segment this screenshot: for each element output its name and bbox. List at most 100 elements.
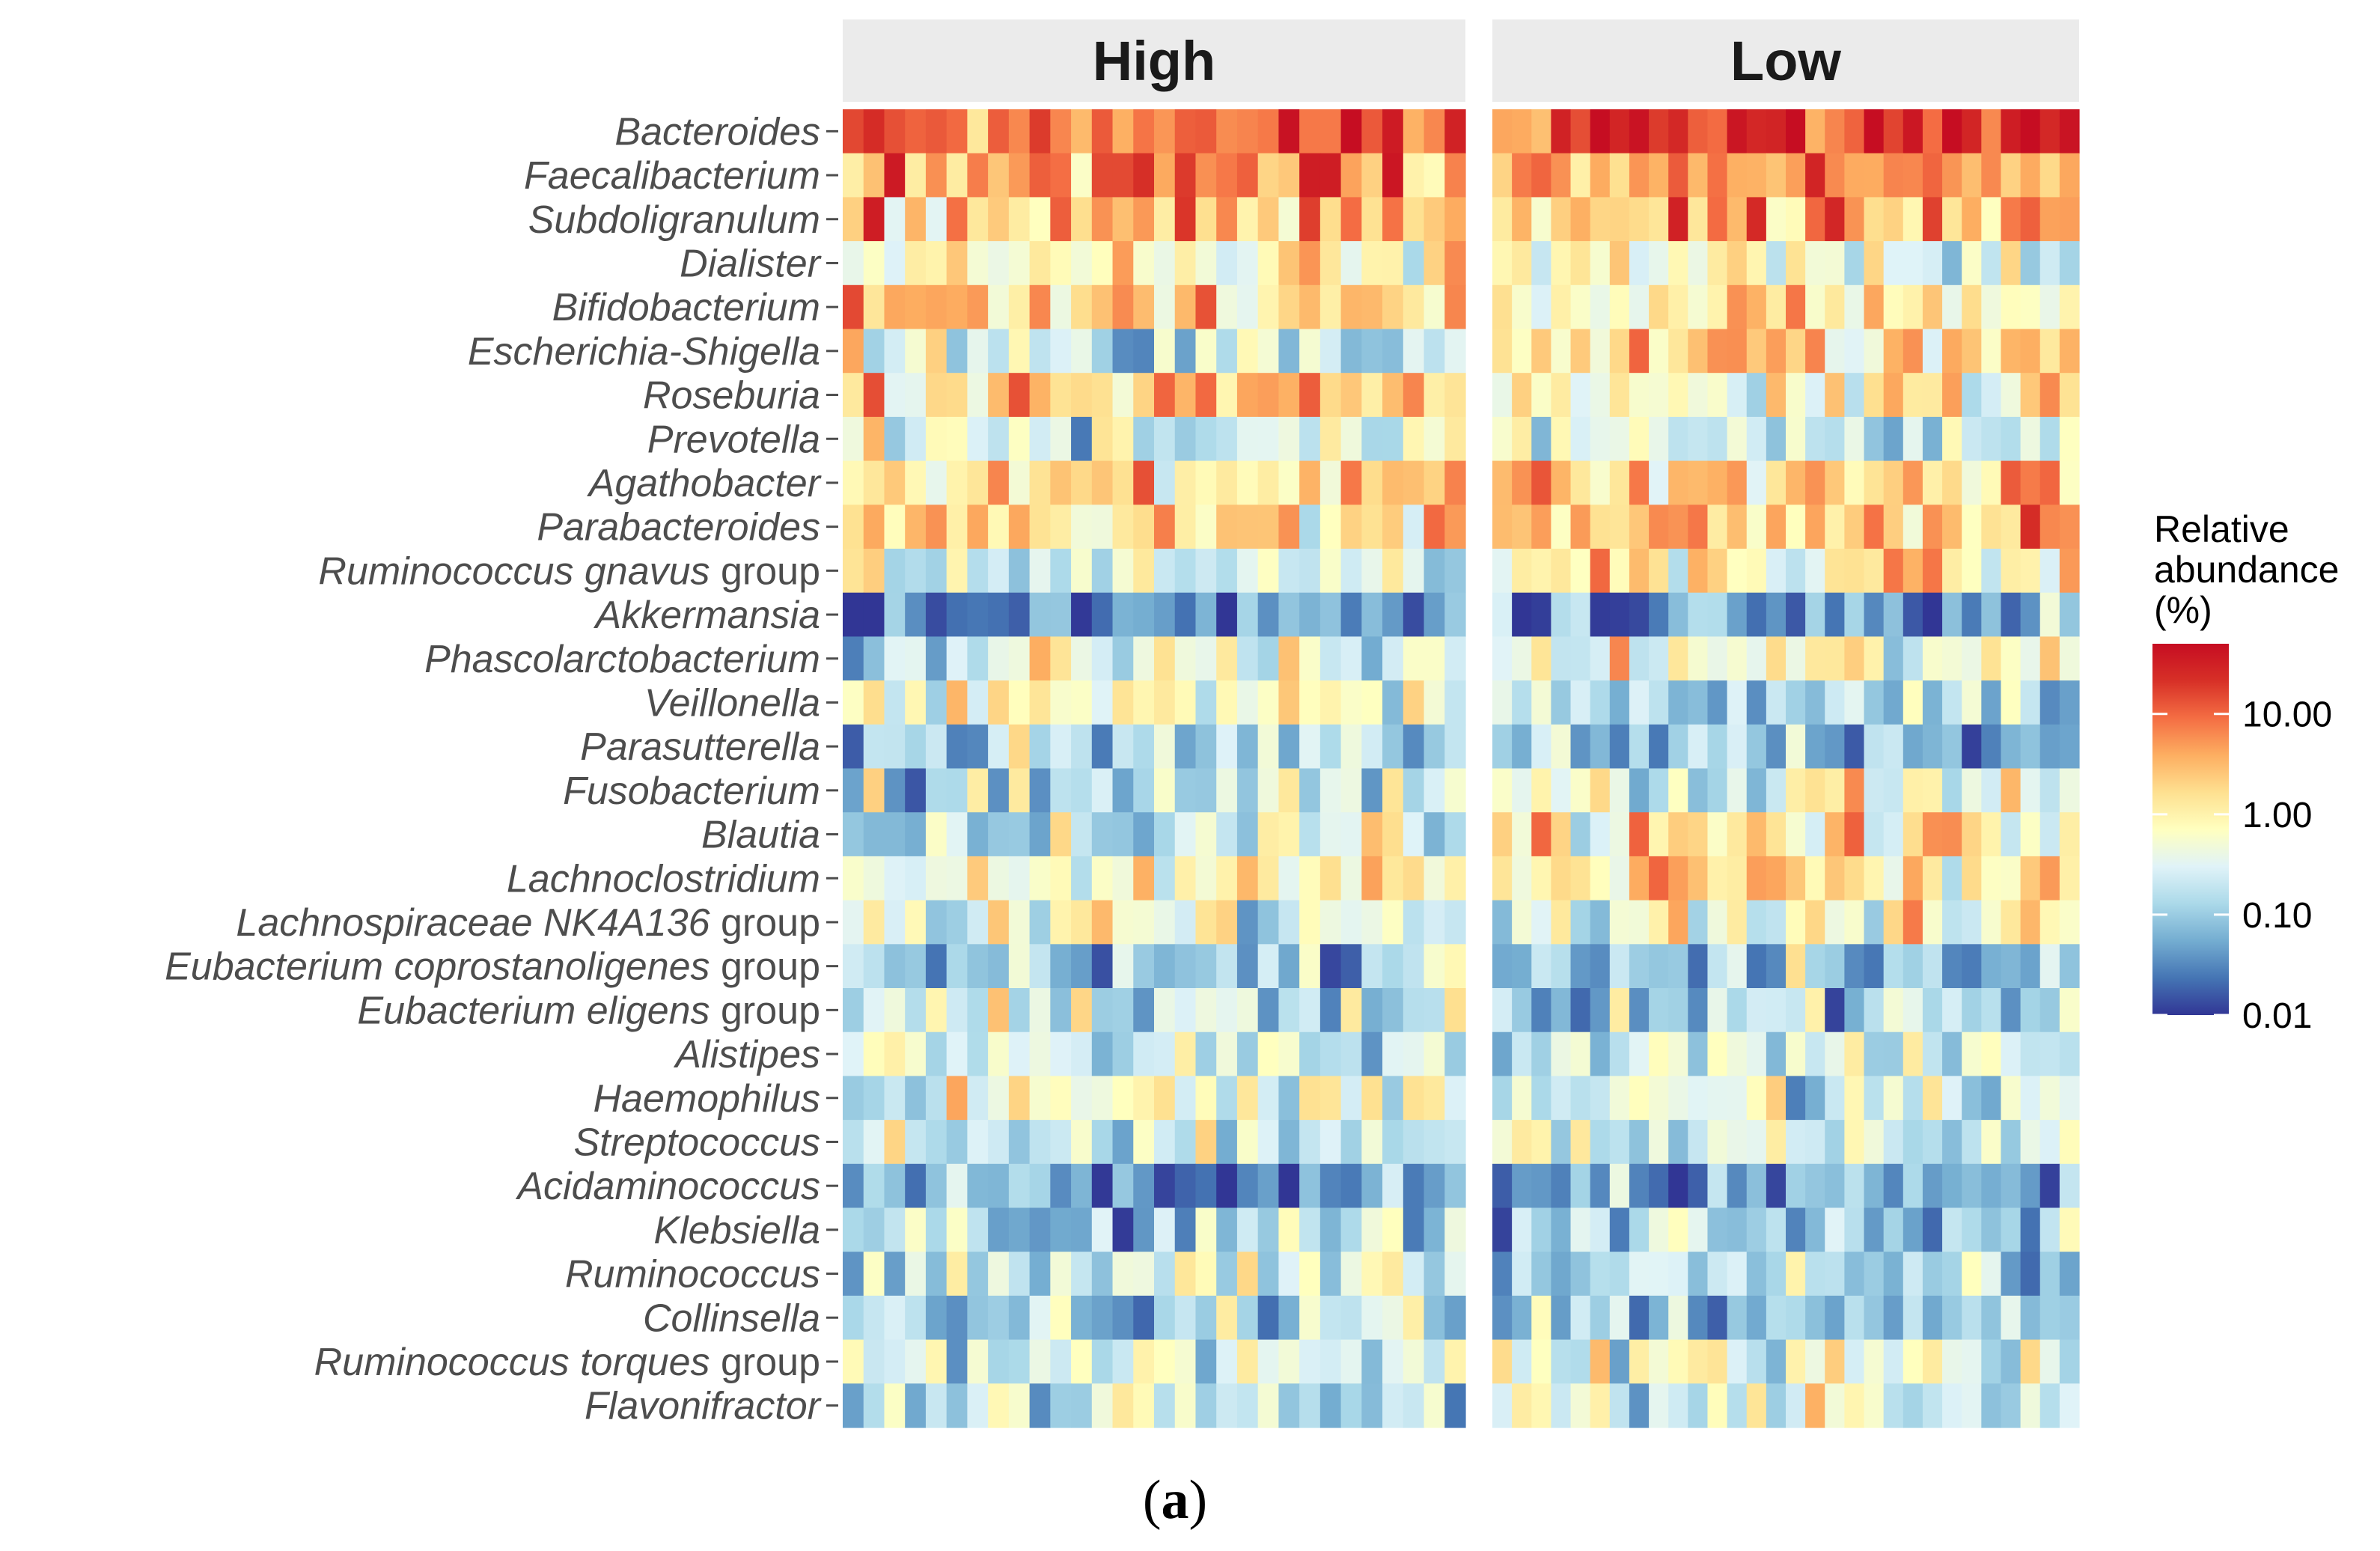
heatmap-cell [1512,768,1532,813]
heatmap-cell [1707,1120,1728,1165]
heatmap-cell [1340,680,1362,725]
heatmap-cell [1668,944,1688,989]
heatmap-cell [1154,900,1176,945]
heatmap-cell [1531,460,1551,505]
heatmap-cell [1590,153,1611,198]
heatmap-cell [1668,1032,1688,1076]
heatmap-cell [863,988,885,1033]
heatmap-cell [2039,724,2060,770]
heatmap-cell [2059,812,2080,857]
heatmap-cell [1236,373,1259,418]
heatmap-cell [1766,592,1786,637]
heatmap-cell [1444,680,1466,725]
heatmap-cell [1825,197,1845,242]
heatmap-cell [1962,1207,1982,1252]
heatmap-cell [1382,592,1404,637]
heatmap-cell [1340,636,1362,681]
heatmap-cell [2001,1163,2022,1209]
heatmap-cell [1278,636,1300,681]
heatmap-cell [1154,1207,1176,1252]
heatmap-cell [1688,373,1709,418]
heatmap-cell [1864,373,1885,418]
heatmap-cell [967,197,989,242]
heatmap-cell [1727,1076,1748,1121]
heatmap-cell [925,109,948,154]
heatmap-cell [905,460,927,505]
heatmap-cell [1444,109,1466,154]
heatmap-cell [1766,768,1786,813]
heatmap-cell [1746,900,1767,945]
heatmap-cell [1340,505,1362,549]
heatmap-cell [1942,1383,1962,1428]
heatmap-cell [1195,1252,1217,1296]
heatmap-cell [1766,1383,1786,1428]
heatmap-cell [1299,1207,1321,1252]
heatmap-cell [1668,724,1688,770]
heatmap-cell [1008,549,1031,594]
heatmap-cell [1981,505,2002,549]
heatmap-cell [1942,153,1962,198]
heatmap-cell [1444,1076,1466,1121]
heatmap-cell [1590,636,1611,681]
heatmap-cell [1551,1032,1572,1076]
heatmap-cell [1008,988,1031,1033]
heatmap-cell [1512,724,1532,770]
heatmap-cell [1299,900,1321,945]
heatmap-cell [1668,988,1688,1033]
heatmap-cell [1903,592,1923,637]
heatmap-cell [1299,284,1321,330]
heatmap-cell [1195,636,1217,681]
heatmap-cell [1981,812,2002,857]
heatmap-cell [1444,856,1466,901]
heatmap-cell [2020,768,2041,813]
heatmap-cell [1629,680,1650,725]
heatmap-cell [1195,592,1217,637]
heatmap-cell [905,592,927,637]
heatmap-cell [1195,1163,1217,1209]
heatmap-cell [1361,109,1383,154]
heatmap-cell [2039,768,2060,813]
heatmap-cell [1008,636,1031,681]
heatmap-cell [1444,1383,1466,1428]
heatmap-cell [2039,900,2060,945]
heatmap-cell [1091,153,1114,198]
heatmap-cell [1609,1252,1630,1296]
heatmap-cell [1590,1295,1611,1341]
heatmap-cell [925,1339,948,1384]
heatmap-cell [1195,724,1217,770]
heatmap-cell [1424,549,1445,594]
heatmap-cell [1050,1032,1072,1076]
heatmap-cell [1727,636,1748,681]
heatmap-cell [2039,812,2060,857]
heatmap-cell [1133,549,1155,594]
heatmap-cell [925,505,948,549]
heatmap-cell [1340,1120,1362,1165]
heatmap-cell [1766,1032,1786,1076]
heatmap-cell [905,988,927,1033]
heatmap-cell [988,109,1010,154]
heatmap-cell [1154,284,1176,330]
heatmap-cell [1766,900,1786,945]
genus-label: Escherichia-Shigella [468,330,820,374]
heatmap-cell [1609,900,1630,945]
heatmap-cell [1844,1032,1865,1076]
heatmap-cell [884,549,906,594]
heatmap-cell [1216,1207,1238,1252]
genus-label: Ruminococcus [565,1253,820,1296]
heatmap-cell [1864,636,1885,681]
heatmap-cell [1551,505,1572,549]
heatmap-cell [1883,944,1904,989]
heatmap-cell [1091,856,1114,901]
heatmap-cell [1050,1252,1072,1296]
heatmap-cell [1746,373,1767,418]
heatmap-cell [1029,284,1051,330]
heatmap-cell [2039,284,2060,330]
genus-label: Parasutterella [580,725,820,769]
heatmap-cell [1825,241,1845,286]
heatmap-cell [1257,856,1279,901]
heatmap-cell [1688,197,1709,242]
heatmap-cell [1922,1032,1943,1076]
heatmap-cell [1942,329,1962,374]
heatmap-cell [1864,153,1885,198]
heatmap-cell [1236,1163,1259,1209]
